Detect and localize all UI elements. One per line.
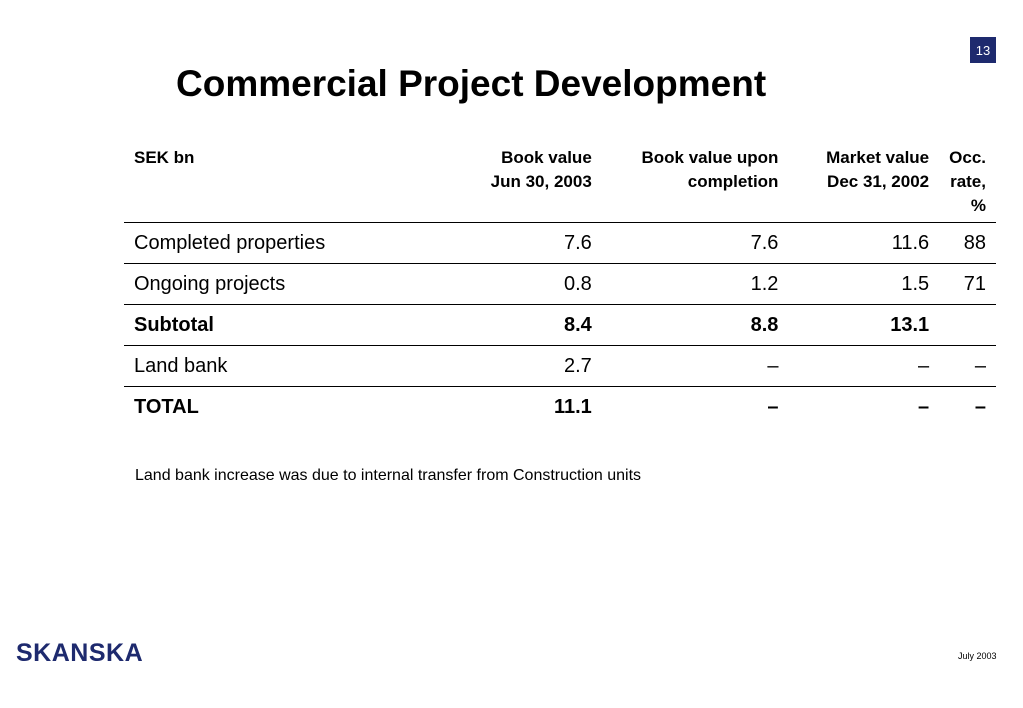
cell-book-value-upon-completion: – (767, 396, 779, 418)
table-row-total: TOTAL 11.1 – – – (124, 387, 996, 428)
cell-book-value-upon-completion: – (601, 345, 789, 387)
cell-market-value: – (788, 345, 940, 387)
cell-occupancy-rate (939, 304, 996, 346)
header-market-value: Market value Dec 31, 2002 (788, 142, 940, 223)
row-label: Land bank (124, 345, 410, 387)
header-occupancy-rate: Occ. rate, % (939, 142, 996, 223)
header-sek-bn: SEK bn (124, 142, 410, 223)
table-row: Ongoing projects 0.8 1.2 1.5 71 (124, 263, 996, 305)
cell-occupancy-rate: – (974, 396, 986, 418)
project-development-table: SEK bn Book value Jun 30, 2003 Book value… (124, 142, 996, 427)
cell-book-value: 0.8 (409, 263, 602, 305)
row-label: Ongoing projects (124, 263, 410, 305)
page-number-badge: 13 (970, 37, 996, 63)
table-row: Land bank 2.7 – – – (124, 345, 996, 387)
cell-occupancy-rate: – (939, 345, 996, 387)
cell-occupancy-rate: 71 (939, 263, 996, 305)
cell-market-value: 1.5 (788, 263, 940, 305)
footnote: Land bank increase was due to internal t… (135, 467, 642, 484)
header-book-value: Book value Jun 30, 2003 (409, 142, 602, 223)
cell-market-value: 11.6 (788, 222, 940, 264)
row-label: Subtotal (124, 304, 410, 346)
table-header-row: SEK bn Book value Jun 30, 2003 Book value… (124, 142, 996, 223)
skanska-logo: SKANSKA (16, 639, 144, 667)
page-title: Commercial Project Development (176, 63, 767, 104)
row-label: Completed properties (124, 222, 410, 264)
table-row: Completed properties 7.6 7.6 11.6 88 (124, 222, 996, 264)
cell-book-value-upon-completion: 8.8 (601, 304, 789, 346)
cell-market-value: – (918, 396, 930, 418)
cell-book-value: 2.7 (409, 345, 602, 387)
row-label: TOTAL (134, 396, 199, 418)
footer-date: July 2003 (958, 651, 997, 661)
table-row-subtotal: Subtotal 8.4 8.8 13.1 (124, 304, 996, 346)
cell-book-value: 11.1 (553, 396, 592, 418)
cell-book-value: 8.4 (409, 304, 602, 346)
cell-book-value-upon-completion: 1.2 (601, 263, 789, 305)
cell-book-value-upon-completion: 7.6 (601, 222, 789, 264)
cell-market-value: 13.1 (788, 304, 940, 346)
cell-occupancy-rate: 88 (939, 222, 996, 264)
header-book-value-upon-completion: Book value upon completion (601, 142, 789, 223)
cell-book-value: 7.6 (409, 222, 602, 264)
